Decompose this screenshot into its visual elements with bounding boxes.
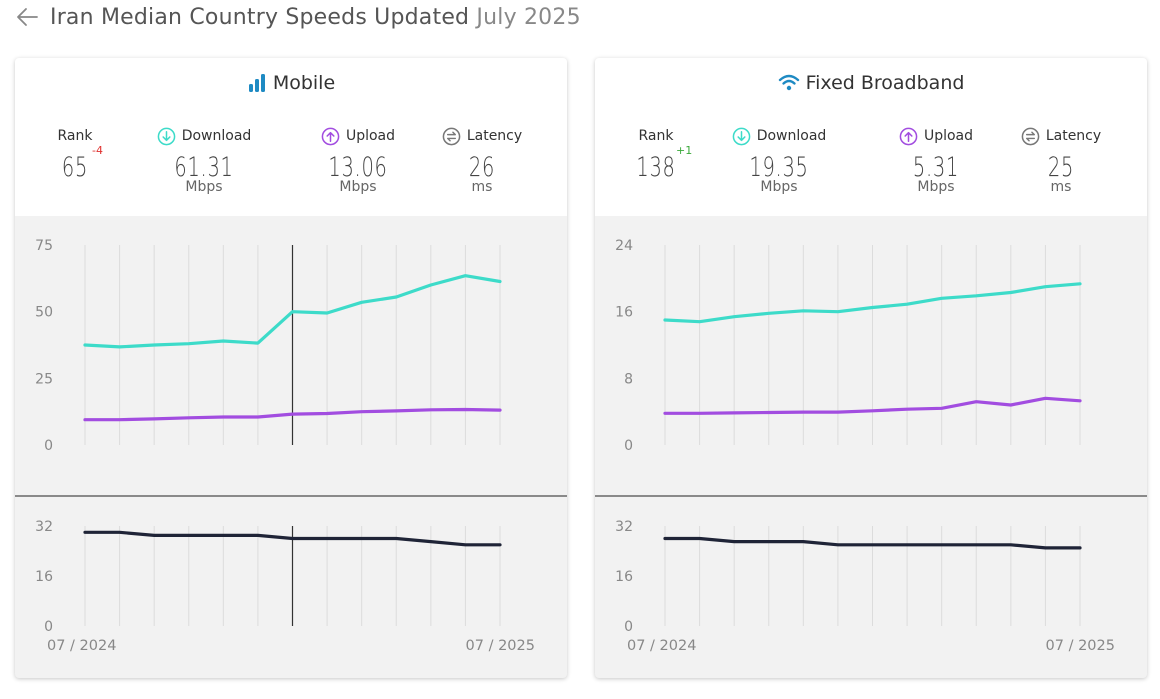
- latency-label: Latency: [1045, 128, 1102, 144]
- download-unit: Mbps: [760, 179, 798, 195]
- signal-bars-icon: [248, 74, 265, 92]
- fixed-x-label-start: 07 / 2024: [627, 638, 696, 654]
- fixed-x-label-end: 07 / 2025: [1046, 638, 1115, 654]
- mobile-x-label-start: 07 / 2024: [47, 638, 116, 654]
- mobile-latency-latency-line: [83, 530, 502, 547]
- rank-value: 138: [636, 152, 676, 183]
- rank-change: +1: [676, 144, 693, 157]
- upload-unit: Mbps: [339, 179, 377, 195]
- upload-icon: [321, 127, 340, 145]
- upload-label: Upload: [345, 128, 396, 144]
- mobile-latency: Latency 26 ms: [417, 126, 547, 195]
- upload-value: 13.06: [328, 152, 388, 183]
- fixed-speed-upload-line: [663, 396, 1082, 415]
- download-label: Download: [756, 128, 827, 144]
- latency-value: 25: [1047, 152, 1075, 183]
- rank-change: -4: [92, 144, 103, 157]
- mobile-upload: Upload 13.06 Mbps: [293, 126, 423, 195]
- upload-label: Upload: [923, 128, 974, 144]
- back-arrow-icon[interactable]: [14, 4, 40, 30]
- upload-unit: Mbps: [917, 179, 955, 195]
- latency-icon: [1021, 127, 1040, 145]
- rank-label: Rank: [57, 128, 93, 144]
- rank-label: Rank: [638, 128, 674, 144]
- fixed-title-text: Fixed Broadband: [805, 72, 965, 94]
- mobile-speed-y-tick: 25: [35, 371, 53, 387]
- download-icon: [732, 127, 751, 145]
- latency-label: Latency: [466, 128, 523, 144]
- mobile-speed-y-tick: 0: [44, 438, 53, 454]
- mobile-x-label-end: 07 / 2025: [466, 638, 535, 654]
- mobile-card: Mobile Rank 65 -4 Download 61.31 Mbps: [15, 58, 567, 678]
- mobile-summary: Mobile Rank 65 -4 Download 61.31 Mbps: [15, 58, 567, 216]
- fixed-latency: Latency 25 ms: [996, 126, 1126, 195]
- fixed-latency-y-tick: 16: [615, 569, 633, 585]
- fixed-speed-y-tick: 0: [624, 438, 633, 454]
- fixed-latency-latency-line: [663, 536, 1082, 550]
- mobile-latency-y-tick: 32: [35, 519, 53, 535]
- mobile-speed-y-tick: 50: [35, 305, 53, 321]
- fixed-download: Download 19.35 Mbps: [714, 126, 844, 195]
- mobile-latency-y-tick: 16: [35, 569, 53, 585]
- mobile-latency-y-tick: 0: [44, 619, 53, 635]
- fixed-rank: Rank 138 +1: [595, 126, 721, 183]
- mobile-chart[interactable]: 0 25 50 75 0 16 32 07 / 2024 07 / 2025: [15, 58, 567, 678]
- upload-value: 5.31: [912, 152, 960, 183]
- fixed-card: Fixed Broadband Rank 138 +1 Download 19.…: [595, 58, 1147, 678]
- upload-icon: [899, 127, 918, 145]
- fixed-speed-y-tick: 24: [615, 238, 633, 254]
- fixed-latency-y-tick: 0: [624, 619, 633, 635]
- download-value: 19.35: [749, 152, 809, 183]
- fixed-speed-download-line: [663, 282, 1082, 324]
- page-title-text: Iran Median Country Speeds Updated: [50, 4, 470, 30]
- mobile-title-text: Mobile: [272, 72, 336, 94]
- mobile-speed-y-tick: 75: [35, 238, 53, 254]
- mobile-rank: Rank 65 -4: [15, 126, 140, 183]
- download-icon: [157, 127, 176, 145]
- fixed-speed-y-tick: 8: [624, 371, 633, 387]
- mobile-card-title: Mobile: [15, 72, 567, 94]
- updated-date: July 2025: [476, 4, 581, 30]
- page-header: Iran Median Country Speeds Updated July …: [14, 2, 581, 32]
- fixed-latency-y-tick: 32: [615, 519, 633, 535]
- wifi-icon: [778, 74, 799, 91]
- latency-icon: [442, 127, 461, 145]
- fixed-upload: Upload 5.31 Mbps: [871, 126, 1001, 195]
- latency-unit: ms: [1050, 179, 1072, 195]
- rank-value: 65: [61, 152, 89, 183]
- mobile-speed-download-line: [83, 274, 502, 349]
- mobile-speed-upload-line: [83, 407, 502, 422]
- fixed-chart[interactable]: 0 8 16 24 0 16 32 07 / 2024 07 / 2025: [595, 58, 1147, 678]
- fixed-summary: Fixed Broadband Rank 138 +1 Download 19.…: [595, 58, 1147, 216]
- download-value: 61.31: [174, 152, 234, 183]
- download-unit: Mbps: [185, 179, 223, 195]
- fixed-card-title: Fixed Broadband: [595, 72, 1147, 94]
- mobile-download: Download 61.31 Mbps: [139, 126, 269, 195]
- latency-unit: ms: [471, 179, 493, 195]
- fixed-speed-y-tick: 16: [615, 305, 633, 321]
- page-title: Iran Median Country Speeds Updated July …: [50, 5, 581, 30]
- latency-value: 26: [468, 152, 496, 183]
- download-label: Download: [181, 128, 252, 144]
